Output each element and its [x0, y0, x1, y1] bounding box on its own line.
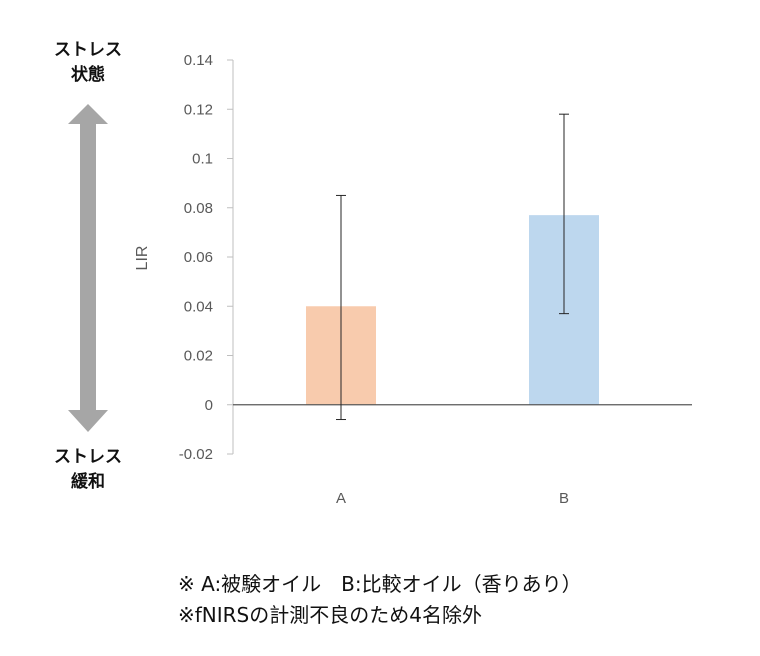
footnote-exclusion: ※fNIRSの計測不良のため4名除外: [178, 603, 482, 627]
x-tick-label: B: [559, 490, 569, 507]
stress-scale-indicator: ストレス 状態 ストレス 緩和: [54, 40, 122, 492]
footnotes: ※ A:被験オイル B:比較オイル（香りあり） ※fNIRSの計測不良のため4名…: [178, 569, 738, 631]
y-tick-label: 0.12: [184, 101, 213, 118]
y-tick-label: 0.1: [192, 151, 213, 168]
y-tick-label: 0.08: [184, 200, 213, 217]
y-tick-label: 0.14: [184, 52, 213, 69]
y-tick-label: 0.06: [184, 249, 213, 266]
y-tick-label: 0.02: [184, 348, 213, 365]
x-tick-label: A: [336, 490, 346, 507]
plot-area: -0.02 0 0.02 0.04 0.06 0.08 0.1 0.12 0.14 A B: [179, 52, 692, 507]
double-arrow-icon: [68, 104, 108, 432]
stress-top-label-line2: 状態: [71, 64, 105, 85]
y-tick-label: 0: [205, 397, 213, 414]
stress-bottom-label-line2: 緩和: [71, 471, 105, 492]
y-axis-label: LIR: [134, 246, 151, 271]
footnote-oil-legend: ※ A:被験オイル B:比較オイル（香りあり）: [178, 572, 582, 596]
y-tick-label: -0.02: [179, 446, 213, 463]
stress-bottom-label-line1: ストレス: [54, 447, 122, 467]
y-tick-label: 0.04: [184, 298, 213, 315]
stress-top-label-line1: ストレス: [54, 40, 122, 60]
